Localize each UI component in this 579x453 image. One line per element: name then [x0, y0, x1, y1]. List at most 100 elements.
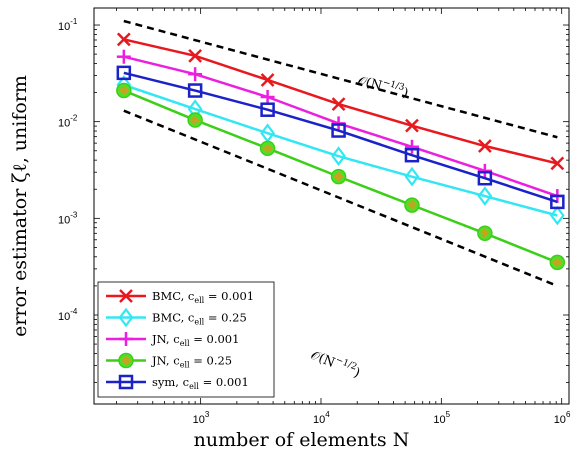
marker-stroke	[119, 289, 133, 303]
plot-area: 𝒪(N−1/3)𝒪(N−1/2)	[116, 19, 566, 381]
marker-stroke	[116, 32, 131, 47]
reference-label-close: )	[352, 365, 362, 381]
data-point	[187, 83, 203, 98]
marker-stroke	[408, 201, 416, 209]
x-tick-base: 10	[313, 414, 325, 426]
x-tick-label: 104	[313, 410, 330, 426]
legend-entry: JN, cell = 0.001	[106, 332, 239, 348]
marker-stroke	[120, 86, 128, 95]
x-axis-label: number of elements N	[194, 429, 410, 451]
legend-entry: BMC, cell = 0.25	[106, 307, 247, 328]
y-tick-base: 10	[58, 214, 70, 226]
reference-label-close: )	[401, 85, 410, 101]
legend-label-value: = 0.001	[204, 289, 254, 303]
marker-stroke	[122, 356, 130, 365]
marker-stroke	[331, 97, 346, 111]
x-tick-base: 10	[433, 414, 445, 426]
data-point	[477, 170, 493, 186]
marker-stroke	[264, 144, 272, 152]
reference-line	[123, 109, 558, 288]
legend-label-main: JN, c	[151, 332, 180, 346]
y-tick-label: 10-4	[58, 307, 78, 323]
data-point	[404, 166, 420, 187]
data-point	[404, 197, 420, 213]
y-tick-label: 10-3	[58, 210, 78, 226]
marker-stroke	[550, 156, 565, 171]
legend-label: BMC, cell = 0.001	[152, 289, 254, 305]
data-point	[118, 352, 134, 369]
data-point	[550, 194, 565, 210]
y-tick-label: 10-1	[58, 17, 78, 33]
data-point	[116, 82, 132, 99]
data-point	[116, 65, 132, 81]
legend-label-subscript: ell	[189, 382, 199, 391]
data-point	[188, 48, 203, 63]
x-tick-base: 10	[193, 414, 205, 426]
x-tick-exponent: 4	[325, 410, 330, 419]
data-point	[330, 168, 347, 185]
legend-label-value: = 0.25	[190, 354, 233, 368]
legend-label-subscript: ell	[180, 361, 190, 370]
y-tick-exponent: -2	[70, 114, 78, 123]
legend-label: JN, cell = 0.001	[151, 332, 239, 348]
series-line	[123, 83, 558, 217]
legend-entry: BMC, cell = 0.001	[106, 289, 254, 305]
y-tick-base: 10	[58, 311, 70, 323]
data-point	[260, 73, 275, 87]
legend-entry: sym, cell = 0.001	[106, 374, 249, 391]
legend-label-value: = 0.001	[199, 375, 249, 389]
data-point	[259, 140, 276, 157]
x-tick-label: 106	[554, 410, 571, 426]
data-point	[260, 102, 275, 117]
legend-label-main: sym, c	[152, 375, 189, 389]
y-tick-exponent: -3	[70, 210, 78, 219]
marker-stroke	[191, 116, 199, 124]
legend-label-main: BMC, c	[152, 289, 194, 303]
marker-stroke	[188, 48, 203, 63]
data-point	[404, 139, 419, 154]
data-point	[331, 123, 346, 138]
legend-label-main: BMC, c	[152, 311, 194, 325]
data-point	[188, 67, 203, 82]
data-point	[118, 307, 134, 328]
data-point	[549, 205, 565, 226]
legend-label-subscript: ell	[194, 318, 204, 327]
data-point	[477, 186, 493, 206]
reference-line	[123, 19, 558, 139]
y-tick-exponent: -4	[70, 307, 78, 316]
legend-label: BMC, cell = 0.25	[152, 311, 247, 327]
data-point	[549, 254, 566, 271]
data-point	[331, 97, 346, 111]
series-line	[123, 71, 558, 204]
x-tick-exponent: 5	[446, 410, 451, 419]
data-point	[477, 225, 493, 242]
x-tick-label: 105	[433, 410, 450, 426]
data-point	[118, 374, 134, 390]
legend-label-subscript: ell	[180, 339, 190, 348]
y-tick-label: 10-2	[58, 114, 78, 130]
y-tick-base: 10	[58, 118, 70, 130]
x-tick-label: 103	[193, 410, 210, 426]
legend-label-value: = 0.25	[204, 311, 247, 325]
legend-label-main: JN, c	[151, 354, 180, 368]
data-point	[404, 147, 420, 163]
legend-label-subscript: ell	[194, 296, 204, 305]
data-point	[550, 156, 565, 171]
marker-stroke	[477, 139, 492, 153]
legend-entry: JN, cell = 0.25	[106, 352, 233, 370]
x-tick-base: 10	[554, 414, 566, 426]
data-point	[477, 163, 492, 178]
marker-stroke	[405, 118, 419, 133]
data-point	[116, 32, 131, 47]
data-point	[187, 112, 203, 128]
y-tick-base: 10	[58, 21, 70, 33]
marker-stroke	[481, 229, 489, 237]
x-tick-exponent: 3	[205, 410, 210, 419]
data-point	[119, 289, 133, 303]
data-point	[116, 49, 131, 64]
y-axis-label: error estimator ζℓ, uniform	[9, 75, 31, 337]
x-tick-exponent: 6	[566, 410, 571, 419]
